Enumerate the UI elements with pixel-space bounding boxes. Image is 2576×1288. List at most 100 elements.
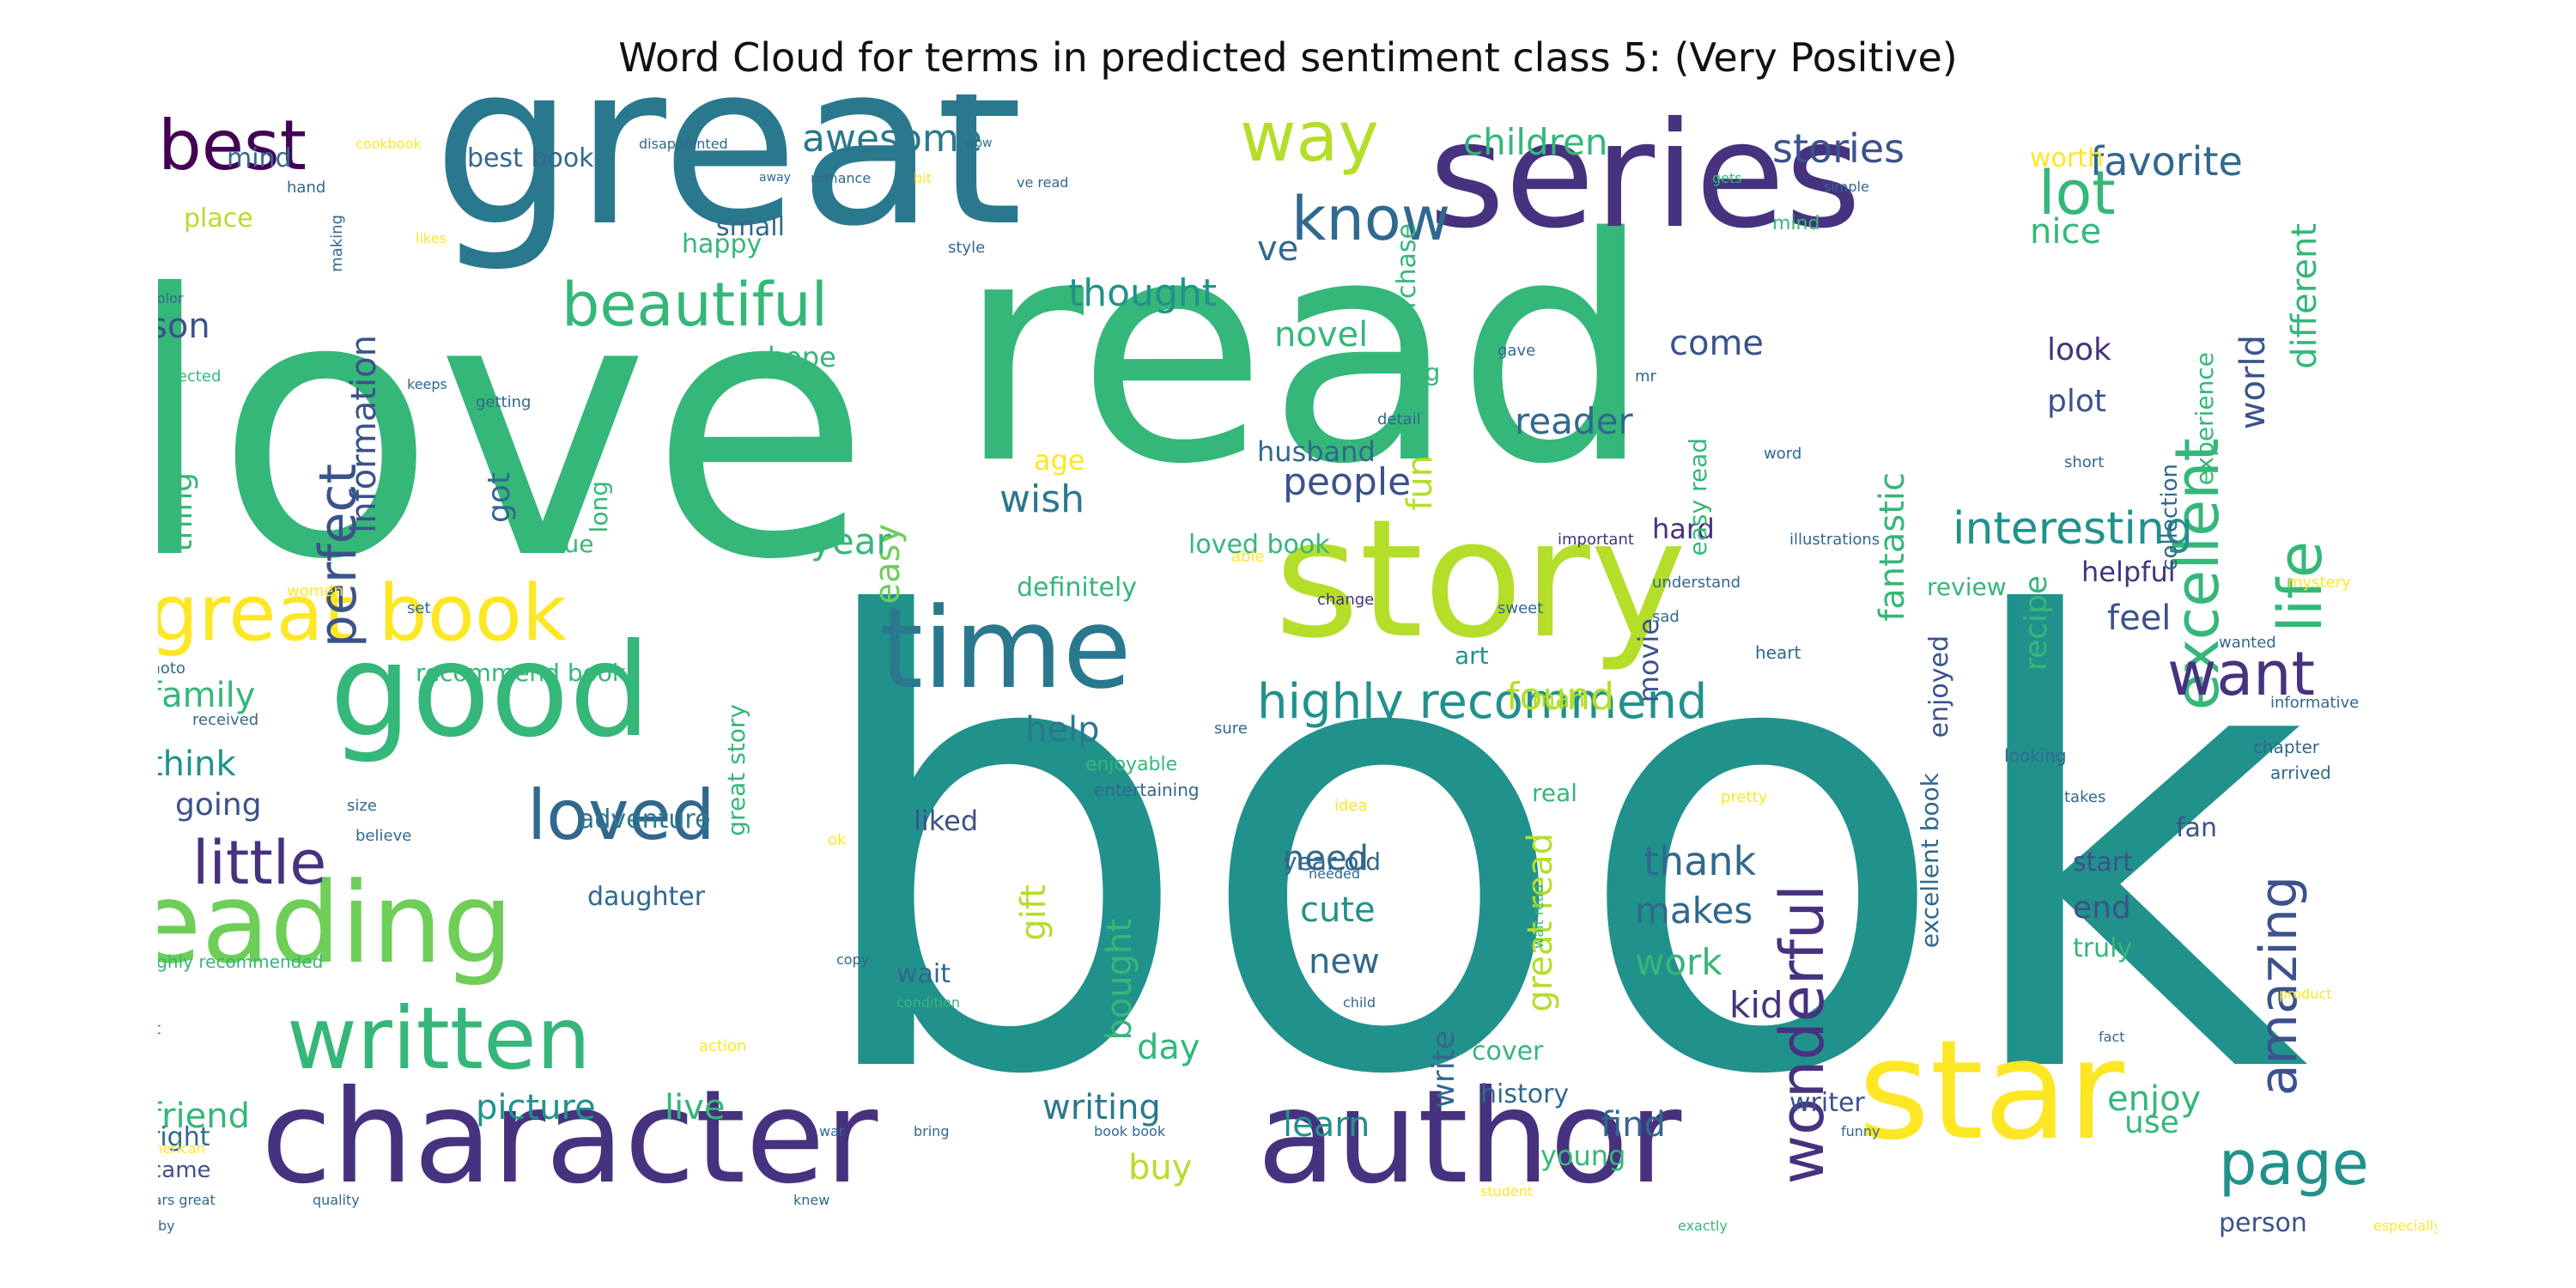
cloud-word: making <box>328 215 346 272</box>
cloud-word: action <box>699 1037 747 1055</box>
cloud-word: different <box>2285 223 2324 369</box>
cloud-word: wonderful <box>1767 884 1838 1185</box>
cloud-word: quality <box>313 1192 360 1208</box>
cloud-word: recommend book <box>416 659 627 687</box>
cloud-word: worth <box>2030 143 2105 173</box>
cloud-word: art <box>1455 641 1489 670</box>
cloud-word: away <box>759 171 791 185</box>
cloud-word: written <box>287 988 592 1089</box>
cloud-word: mind <box>227 143 292 173</box>
cloud-word: picture <box>476 1088 596 1127</box>
cloud-word: chapter <box>2253 737 2319 757</box>
cloud-word: takes <box>2064 788 2106 806</box>
cloud-word: enjoyed <box>1924 635 1954 738</box>
cloud-word: year <box>811 520 891 562</box>
cloud-word: nice <box>2030 212 2102 252</box>
cloud-word: book book <box>1094 1123 1166 1139</box>
cloud-word: disappointed <box>639 136 728 152</box>
cloud-word: informative <box>2270 694 2360 712</box>
cloud-word: needed <box>1309 866 1360 882</box>
cloud-word: condition <box>896 994 960 1011</box>
cloud-word: best <box>158 106 307 185</box>
cloud-word: collection <box>2157 464 2183 571</box>
cloud-word: truly <box>2073 933 2133 963</box>
cloud-word: adventure <box>579 805 711 835</box>
cloud-word: pretty <box>1721 788 1768 806</box>
cloud-word: work <box>1635 941 1722 983</box>
cloud-word: let <box>158 1022 161 1037</box>
cloud-word: important <box>1558 531 1634 549</box>
cloud-word: war <box>819 1123 845 1139</box>
cloud-word: interesting <box>1953 503 2193 555</box>
cloud-word: received <box>192 711 259 729</box>
cloud-word: mystery <box>2287 574 2351 592</box>
cloud-word: review <box>1927 573 2007 601</box>
cloud-word: wait <box>896 959 951 989</box>
cloud-word: entertaining <box>1094 780 1200 800</box>
cloud-word: recipe <box>2019 575 2054 671</box>
cloud-word: loved book <box>1188 530 1330 560</box>
cloud-word: reader <box>1515 400 1633 442</box>
cloud-word: thought <box>1068 271 1218 315</box>
cloud-word: place <box>184 204 253 234</box>
cloud-word: bought <box>1100 919 1139 1041</box>
cloud-word: time <box>879 583 1132 714</box>
cloud-word: come <box>1669 324 1765 363</box>
cloud-word: want <box>2167 639 2315 709</box>
cloud-word: excellent book <box>1916 773 1944 949</box>
cloud-word: ve read <box>1017 174 1069 191</box>
cloud-word: world <box>2233 335 2273 430</box>
cloud-word: illustrations <box>1789 531 1880 549</box>
cloud-word: live <box>665 1088 726 1127</box>
cloud-word: word <box>1764 445 1802 463</box>
cloud-word: loved <box>527 775 715 855</box>
cloud-word: feel <box>2107 598 2172 638</box>
cloud-word: highly recommended <box>158 951 324 972</box>
cloud-word: sure <box>1214 720 1248 738</box>
cloud-word: short <box>2064 453 2105 471</box>
cloud-word: writing <box>1042 1088 1161 1127</box>
cloud-word: color <box>158 290 184 307</box>
cloud-word: love <box>158 219 872 639</box>
cloud-word: baby <box>158 1218 175 1234</box>
cloud-word: exactly <box>1678 1218 1728 1234</box>
cloud-word: funny <box>1841 1123 1880 1139</box>
cloud-word: little <box>192 828 327 898</box>
cloud-word: fun <box>1400 455 1440 511</box>
cloud-word: start <box>2073 848 2133 878</box>
cloud-word: right <box>158 1122 210 1152</box>
cloud-word: buy <box>1128 1148 1193 1188</box>
cloud-word: read <box>957 172 1653 532</box>
cloud-word: hard <box>1652 513 1715 545</box>
cloud-word: knew <box>793 1192 830 1208</box>
cloud-word: young <box>1540 1139 1626 1172</box>
cloud-word: heart <box>1755 642 1801 663</box>
cloud-word: thank <box>1643 838 1757 884</box>
cloud-word: great <box>433 94 1024 276</box>
cloud-word: son <box>158 307 210 346</box>
cloud-word: help <box>1025 710 1100 750</box>
cloud-word: lot <box>2038 158 2116 228</box>
cloud-word: understand <box>1652 574 1741 592</box>
cloud-word: women <box>287 582 343 600</box>
cloud-word: gets <box>1712 170 1742 186</box>
cloud-word: hope <box>768 341 836 374</box>
cloud-word: product <box>2279 986 2332 1002</box>
cloud-word: great book <box>158 568 567 659</box>
cloud-word: real <box>1532 779 1578 807</box>
cloud-word: look <box>2047 332 2111 368</box>
cloud-word: character <box>261 1063 878 1212</box>
cloud-word: bit <box>914 170 932 186</box>
cloud-word: awesome <box>802 117 982 161</box>
cloud-word: enjoyable <box>1085 754 1178 775</box>
cloud-word: man <box>1532 684 1586 713</box>
cloud-word: fan <box>2176 813 2217 843</box>
cloud-word: style <box>948 239 986 257</box>
cloud-word: looking <box>2004 745 2067 766</box>
cloud-word: long <box>585 481 613 533</box>
cloud-word: day <box>1137 1028 1200 1067</box>
cloud-word: change <box>1317 591 1375 609</box>
cloud-word: happy <box>682 229 762 259</box>
cloud-word: found <box>1506 675 1615 719</box>
cloud-word: people <box>1283 460 1412 504</box>
